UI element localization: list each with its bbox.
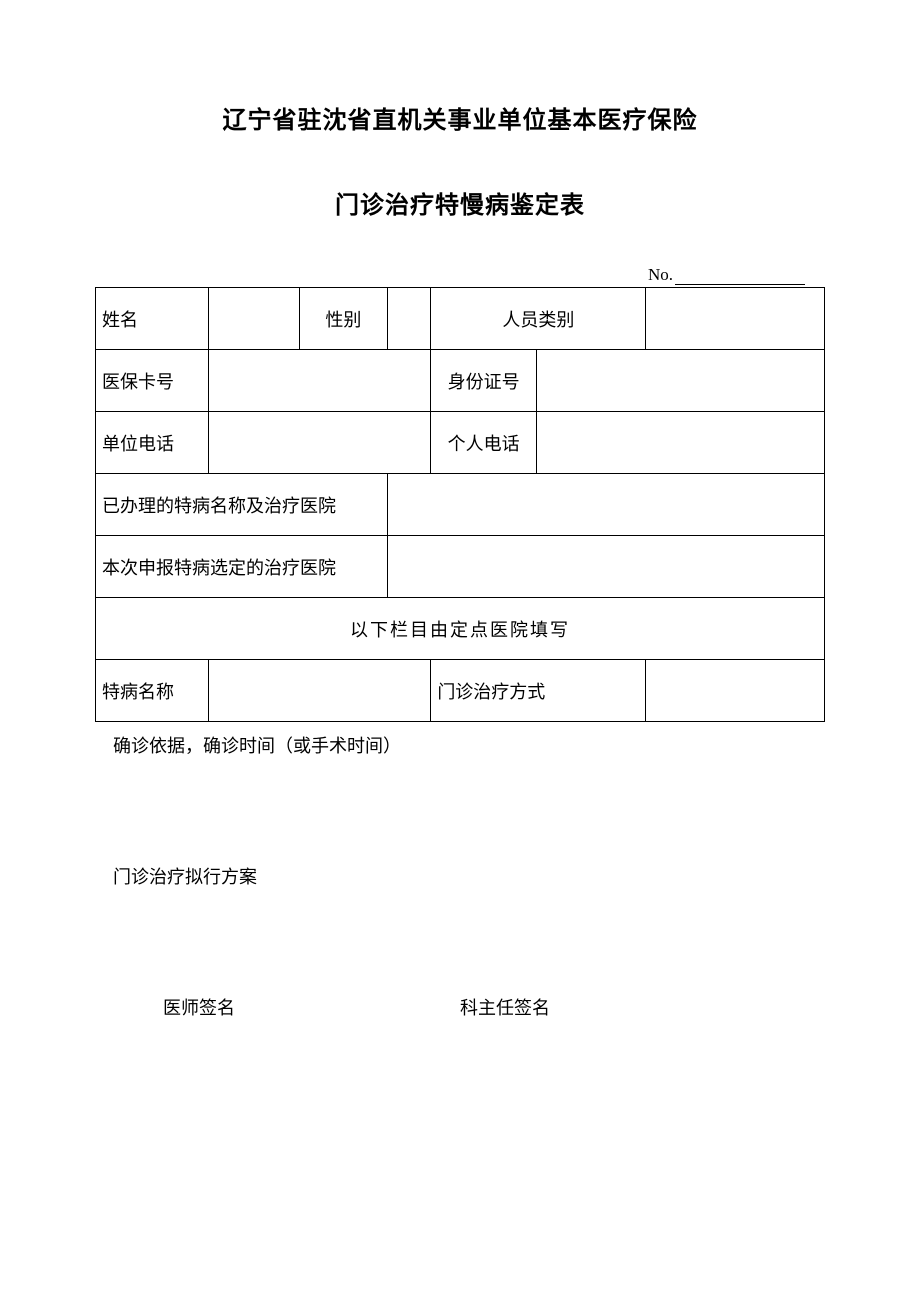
table-row: 已办理的特病名称及治疗医院 <box>96 474 825 536</box>
form-number-line: No. <box>95 265 825 285</box>
title-line-2: 门诊治疗特慢病鉴定表 <box>95 185 825 220</box>
card-label: 医保卡号 <box>96 350 209 412</box>
form-table: 姓名 性别 人员类别 医保卡号 身份证号 单位电话 个人电话 已办理的特病名称及… <box>95 287 825 722</box>
table-row: 本次申报特病选定的治疗医院 <box>96 536 825 598</box>
disease-name-value <box>208 660 430 722</box>
personal-phone-label: 个人电话 <box>431 412 537 474</box>
hospital-section-header: 以下栏目由定点医院填写 <box>96 598 825 660</box>
table-row: 单位电话 个人电话 <box>96 412 825 474</box>
treatment-method-label: 门诊治疗方式 <box>431 660 646 722</box>
selected-hospital-label: 本次申报特病选定的治疗医院 <box>96 536 388 598</box>
id-value <box>537 350 825 412</box>
gender-label: 性别 <box>300 288 387 350</box>
unit-phone-value <box>208 412 430 474</box>
treatment-method-value <box>646 660 825 722</box>
no-label: No. <box>648 265 673 284</box>
disease-name-label: 特病名称 <box>96 660 209 722</box>
name-label: 姓名 <box>96 288 209 350</box>
chief-sign-label: 科主任签名 <box>460 994 550 1020</box>
signature-row: 医师签名 科主任签名 <box>95 994 825 1020</box>
existing-disease-label: 已办理的特病名称及治疗医院 <box>96 474 388 536</box>
no-value <box>675 284 805 285</box>
table-row: 特病名称 门诊治疗方式 <box>96 660 825 722</box>
person-type-value <box>646 288 825 350</box>
table-row: 姓名 性别 人员类别 <box>96 288 825 350</box>
name-value <box>208 288 299 350</box>
person-type-label: 人员类别 <box>431 288 646 350</box>
table-row: 以下栏目由定点医院填写 <box>96 598 825 660</box>
unit-phone-label: 单位电话 <box>96 412 209 474</box>
selected-hospital-value <box>387 536 824 598</box>
id-label: 身份证号 <box>431 350 537 412</box>
diagnosis-basis-label: 确诊依据，确诊时间（或手术时间） <box>113 732 825 758</box>
treatment-plan-label: 门诊治疗拟行方案 <box>113 863 825 889</box>
personal-phone-value <box>537 412 825 474</box>
gender-value <box>387 288 431 350</box>
title-line-1: 辽宁省驻沈省直机关事业单位基本医疗保险 <box>95 100 825 135</box>
card-value <box>208 350 430 412</box>
doctor-sign-label: 医师签名 <box>163 994 235 1020</box>
existing-disease-value <box>387 474 824 536</box>
table-row: 医保卡号 身份证号 <box>96 350 825 412</box>
